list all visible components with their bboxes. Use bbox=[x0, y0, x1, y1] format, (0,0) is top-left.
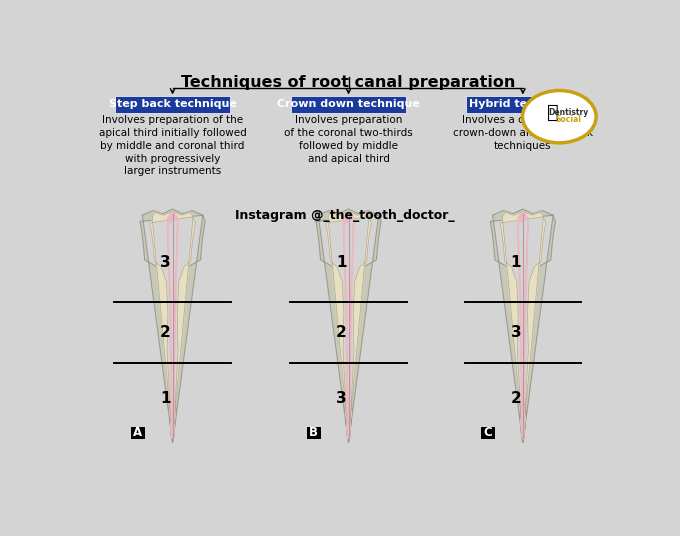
Polygon shape bbox=[326, 211, 371, 440]
FancyBboxPatch shape bbox=[481, 427, 495, 440]
Text: 🦷: 🦷 bbox=[547, 103, 559, 122]
Text: 2: 2 bbox=[511, 391, 522, 406]
FancyBboxPatch shape bbox=[466, 96, 580, 113]
Polygon shape bbox=[167, 212, 178, 438]
Text: A: A bbox=[133, 426, 142, 439]
Text: Involves preparation
of the coronal two-thirds
followed by middle
and apical thi: Involves preparation of the coronal two-… bbox=[284, 115, 413, 163]
Polygon shape bbox=[490, 209, 556, 442]
Text: Step back technique: Step back technique bbox=[109, 99, 237, 109]
Ellipse shape bbox=[522, 91, 596, 143]
Polygon shape bbox=[343, 212, 354, 438]
Text: Hybrid technique: Hybrid technique bbox=[469, 99, 577, 109]
Polygon shape bbox=[150, 211, 195, 440]
FancyBboxPatch shape bbox=[131, 427, 145, 440]
Polygon shape bbox=[316, 209, 381, 442]
Text: 3: 3 bbox=[511, 325, 521, 340]
Text: 2: 2 bbox=[336, 325, 347, 340]
Text: Involves a combination
crown-down and step back
techniques: Involves a combination crown-down and st… bbox=[453, 115, 593, 151]
Text: 3: 3 bbox=[160, 255, 171, 270]
Text: 2: 2 bbox=[160, 325, 171, 340]
Text: 3: 3 bbox=[336, 391, 347, 406]
Text: B: B bbox=[309, 426, 318, 439]
Text: Dentistry: Dentistry bbox=[549, 108, 589, 116]
Text: 1: 1 bbox=[160, 391, 171, 406]
Polygon shape bbox=[500, 211, 545, 440]
Text: 1: 1 bbox=[511, 255, 521, 270]
Text: Instagram @_the_tooth_doctor_: Instagram @_the_tooth_doctor_ bbox=[235, 209, 454, 222]
FancyBboxPatch shape bbox=[115, 96, 230, 113]
FancyBboxPatch shape bbox=[307, 427, 320, 440]
Text: Social: Social bbox=[556, 115, 581, 124]
FancyBboxPatch shape bbox=[291, 96, 406, 113]
Polygon shape bbox=[140, 209, 205, 442]
Text: Involves preparation of the
apical third initially followed
by middle and corona: Involves preparation of the apical third… bbox=[99, 115, 246, 176]
Text: Crown down technique: Crown down technique bbox=[277, 99, 420, 109]
Text: Techniques of root canal preparation: Techniques of root canal preparation bbox=[182, 75, 515, 90]
Text: 1: 1 bbox=[337, 255, 347, 270]
Polygon shape bbox=[517, 212, 528, 438]
Text: C: C bbox=[483, 426, 492, 439]
